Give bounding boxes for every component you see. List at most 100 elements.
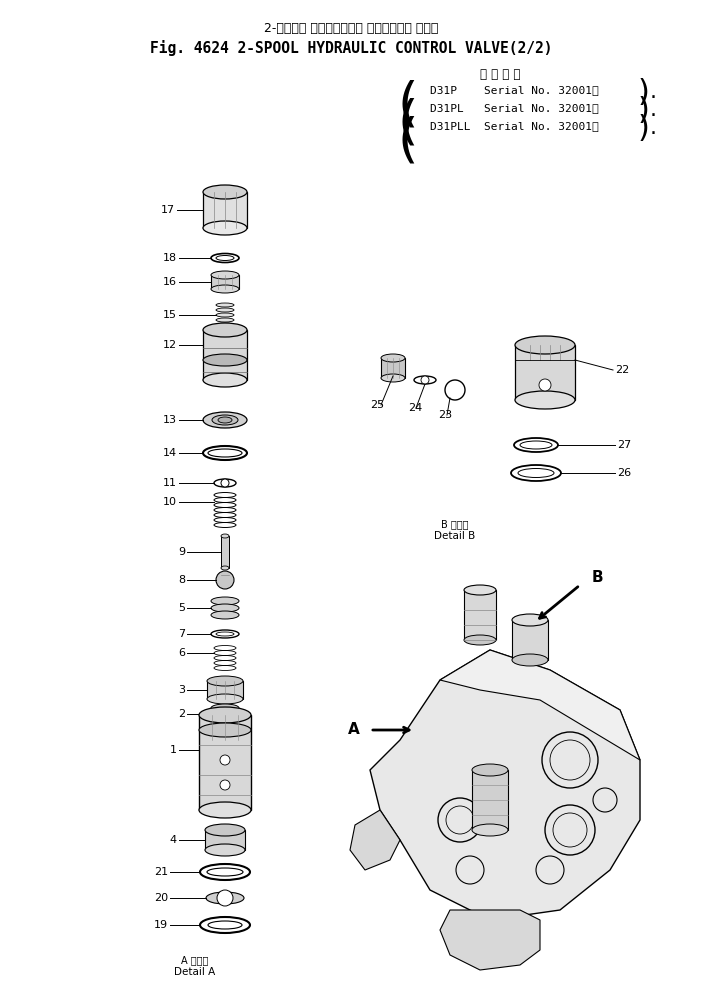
Text: 22: 22 — [615, 365, 629, 375]
Ellipse shape — [216, 308, 234, 312]
Ellipse shape — [207, 694, 243, 704]
Circle shape — [421, 376, 429, 384]
Text: A: A — [348, 722, 360, 737]
Text: ): ) — [638, 114, 650, 143]
Text: 2: 2 — [178, 709, 185, 719]
Ellipse shape — [218, 417, 232, 423]
Bar — [515, 345, 575, 400]
Ellipse shape — [472, 824, 508, 836]
Text: 10: 10 — [163, 497, 177, 507]
Ellipse shape — [206, 892, 244, 904]
Circle shape — [221, 479, 229, 487]
Polygon shape — [370, 650, 640, 920]
Text: 11: 11 — [163, 478, 177, 488]
Text: Fig. 4624 2-SPOOL HYDRAULIC CONTROL VALVE(2/2): Fig. 4624 2-SPOOL HYDRAULIC CONTROL VALV… — [150, 40, 553, 56]
Text: 17: 17 — [161, 205, 175, 215]
Polygon shape — [350, 810, 400, 870]
Text: (: ( — [397, 97, 418, 149]
Ellipse shape — [464, 585, 496, 595]
Ellipse shape — [216, 303, 234, 307]
Ellipse shape — [211, 597, 239, 605]
Polygon shape — [440, 650, 640, 760]
Text: 18: 18 — [163, 253, 177, 263]
Text: 12: 12 — [163, 340, 177, 350]
Text: (: ( — [397, 79, 418, 131]
Ellipse shape — [515, 391, 575, 409]
Text: B: B — [592, 570, 604, 585]
Text: ): ) — [638, 77, 650, 107]
Text: 14: 14 — [163, 448, 177, 458]
Ellipse shape — [205, 844, 245, 856]
Text: Detail A: Detail A — [174, 967, 216, 977]
Ellipse shape — [211, 285, 239, 293]
Text: B 詳細図: B 詳細図 — [441, 519, 469, 529]
Text: 5: 5 — [178, 603, 185, 613]
Ellipse shape — [221, 534, 229, 538]
Bar — [221, 536, 229, 568]
Bar — [207, 681, 243, 699]
Text: 21: 21 — [154, 867, 168, 877]
Text: 9: 9 — [178, 547, 185, 557]
Ellipse shape — [203, 412, 247, 428]
Bar — [205, 830, 245, 850]
Ellipse shape — [211, 611, 239, 619]
Text: 23: 23 — [438, 410, 452, 420]
Circle shape — [217, 890, 233, 906]
Text: (: ( — [397, 115, 418, 167]
Ellipse shape — [212, 415, 238, 425]
Circle shape — [539, 379, 551, 391]
Text: 13: 13 — [163, 415, 177, 425]
Ellipse shape — [211, 704, 239, 712]
Bar — [211, 275, 239, 289]
Text: ): ) — [638, 96, 650, 125]
Text: D31P    Serial No. 32001～: D31P Serial No. 32001～ — [430, 85, 599, 95]
Text: 19: 19 — [154, 920, 168, 930]
Ellipse shape — [464, 635, 496, 645]
Polygon shape — [440, 910, 540, 970]
Text: Detail B: Detail B — [434, 531, 476, 541]
Ellipse shape — [211, 271, 239, 279]
Ellipse shape — [199, 802, 251, 818]
Text: 適 用 号 機: 適 用 号 機 — [480, 68, 520, 81]
Ellipse shape — [199, 723, 251, 737]
Text: 6: 6 — [178, 648, 185, 658]
Ellipse shape — [211, 604, 239, 612]
Ellipse shape — [221, 566, 229, 570]
Ellipse shape — [199, 707, 251, 723]
Ellipse shape — [211, 716, 239, 724]
Text: 8: 8 — [178, 575, 185, 585]
Bar — [211, 708, 239, 720]
Bar — [203, 330, 247, 380]
Ellipse shape — [512, 654, 548, 666]
Text: 26: 26 — [617, 468, 631, 478]
Ellipse shape — [216, 318, 234, 322]
Circle shape — [216, 571, 234, 589]
Ellipse shape — [203, 354, 247, 366]
Ellipse shape — [216, 323, 234, 327]
Bar — [203, 192, 247, 228]
Ellipse shape — [216, 313, 234, 317]
Text: D31PLL  Serial No. 32001～: D31PLL Serial No. 32001～ — [430, 121, 599, 131]
Ellipse shape — [203, 323, 247, 337]
Bar — [512, 620, 548, 660]
Ellipse shape — [381, 354, 405, 362]
Ellipse shape — [472, 764, 508, 776]
Text: 25: 25 — [370, 400, 384, 410]
Ellipse shape — [512, 614, 548, 626]
Text: D31PL   Serial No. 32001～: D31PL Serial No. 32001～ — [430, 103, 599, 113]
Ellipse shape — [207, 676, 243, 686]
Ellipse shape — [203, 185, 247, 199]
Bar — [464, 590, 496, 640]
Circle shape — [220, 754, 230, 765]
Text: 16: 16 — [163, 277, 177, 287]
Text: .: . — [650, 82, 657, 102]
Text: 4: 4 — [170, 835, 177, 845]
Ellipse shape — [203, 373, 247, 387]
Text: 7: 7 — [178, 629, 185, 639]
Text: .: . — [650, 118, 657, 138]
Text: 20: 20 — [154, 893, 168, 903]
Bar — [381, 358, 405, 378]
Ellipse shape — [203, 221, 247, 235]
Bar — [199, 715, 251, 810]
Text: 15: 15 — [163, 310, 177, 320]
